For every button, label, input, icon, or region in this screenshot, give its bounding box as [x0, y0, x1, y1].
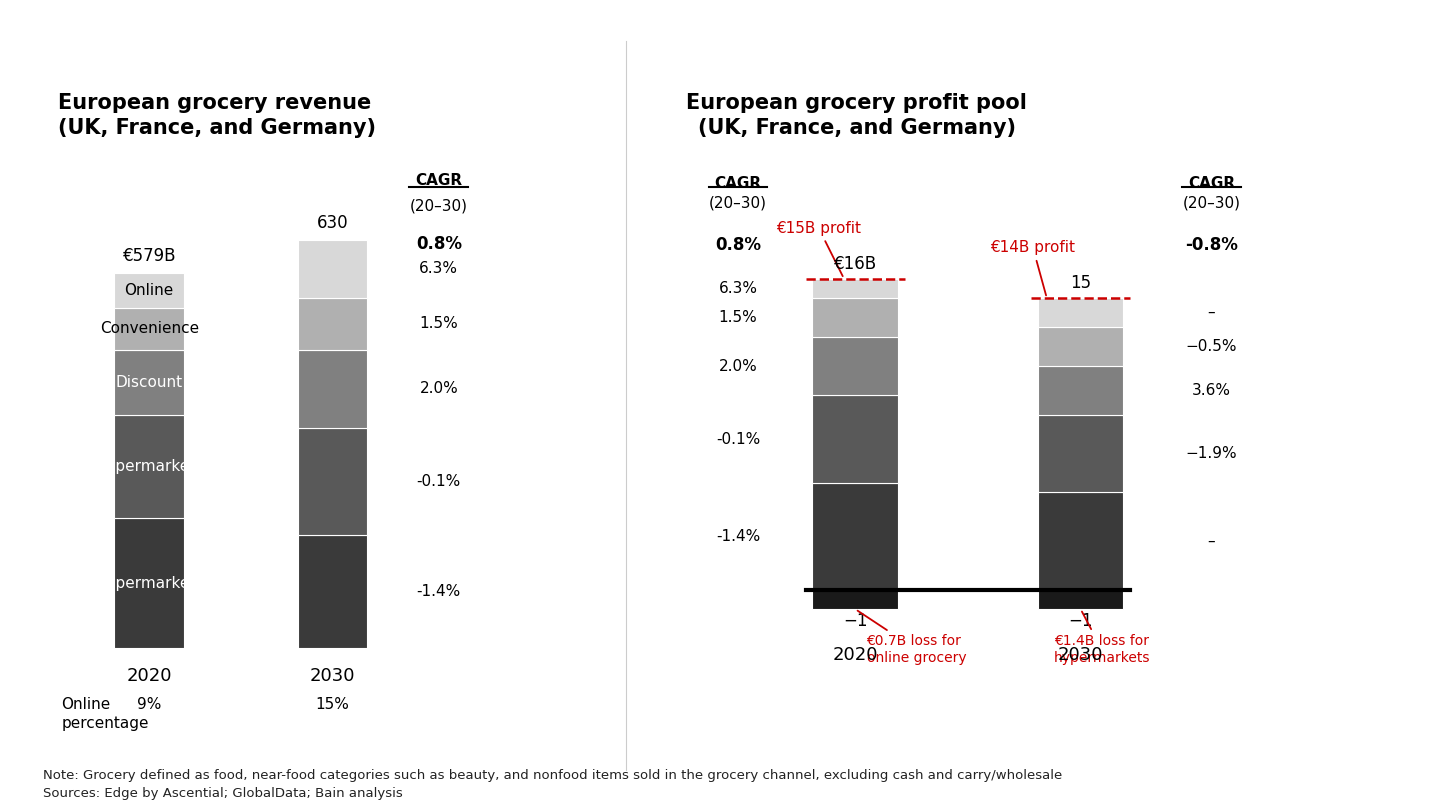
Text: −1: −1	[1068, 612, 1093, 630]
Text: CAGR: CAGR	[1188, 176, 1236, 191]
Text: €579B: €579B	[122, 247, 176, 265]
Bar	[298, 350, 367, 428]
Text: €15B profit: €15B profit	[776, 221, 861, 276]
Bar	[1038, 298, 1123, 327]
Text: Note: Grocery defined as food, near-food categories such as beauty, and nonfood : Note: Grocery defined as food, near-food…	[43, 770, 1063, 800]
Text: €0.7B loss for
online grocery: €0.7B loss for online grocery	[858, 611, 966, 664]
Text: CAGR: CAGR	[415, 173, 462, 188]
Bar	[114, 273, 184, 308]
Text: 1.5%: 1.5%	[719, 310, 757, 325]
Bar	[114, 518, 184, 648]
Text: 2.0%: 2.0%	[419, 382, 458, 396]
Text: 1.5%: 1.5%	[419, 317, 458, 331]
Text: Convenience: Convenience	[99, 322, 199, 336]
Text: European grocery revenue
(UK, France, and Germany): European grocery revenue (UK, France, an…	[58, 93, 376, 138]
Bar	[298, 298, 367, 350]
Text: European grocery profit pool
(UK, France, and Germany): European grocery profit pool (UK, France…	[687, 93, 1027, 138]
Text: 2020: 2020	[832, 646, 878, 664]
Text: 6.3%: 6.3%	[419, 262, 458, 276]
Text: 3.6%: 3.6%	[1192, 383, 1231, 398]
Text: −0.5%: −0.5%	[1185, 339, 1237, 354]
Text: Online: Online	[125, 283, 174, 298]
Text: -0.1%: -0.1%	[716, 432, 760, 446]
Text: 2.0%: 2.0%	[719, 359, 757, 373]
Text: (20–30): (20–30)	[1182, 195, 1240, 211]
Bar	[114, 350, 184, 415]
Text: €14B profit: €14B profit	[991, 241, 1076, 296]
Text: €16B: €16B	[834, 255, 877, 273]
Text: 0.8%: 0.8%	[716, 236, 760, 254]
Text: (20–30): (20–30)	[410, 198, 468, 214]
Bar	[298, 428, 367, 535]
Bar	[1038, 492, 1123, 590]
Text: −1: −1	[842, 612, 867, 630]
Bar	[298, 240, 367, 298]
Bar	[1038, 415, 1123, 492]
Bar	[298, 535, 367, 648]
Text: -1.4%: -1.4%	[716, 529, 760, 544]
Text: 2030: 2030	[310, 667, 356, 685]
Text: 6.3%: 6.3%	[719, 281, 757, 296]
Bar	[1038, 366, 1123, 415]
Text: 15: 15	[1070, 275, 1092, 292]
Text: –: –	[1208, 534, 1215, 548]
Text: -0.8%: -0.8%	[1185, 236, 1238, 254]
Bar	[114, 415, 184, 518]
Text: Discount: Discount	[115, 375, 183, 390]
Text: 2030: 2030	[1058, 646, 1103, 664]
Text: −1.9%: −1.9%	[1185, 446, 1237, 461]
Text: Supermarkets: Supermarkets	[95, 459, 203, 474]
Bar	[812, 395, 899, 483]
Text: 9%: 9%	[137, 697, 161, 712]
Text: 15%: 15%	[315, 697, 350, 712]
Text: Hypermarkets: Hypermarkets	[95, 576, 203, 590]
Text: 630: 630	[317, 214, 348, 232]
Bar	[812, 337, 899, 395]
Bar	[812, 483, 899, 590]
Bar	[812, 590, 899, 609]
Text: -1.4%: -1.4%	[416, 584, 461, 599]
Text: Online
percentage: Online percentage	[62, 697, 148, 731]
Bar	[1038, 327, 1123, 366]
Text: 0.8%: 0.8%	[416, 235, 462, 253]
Text: –: –	[1208, 305, 1215, 320]
Bar	[812, 279, 899, 298]
Text: CAGR: CAGR	[714, 176, 762, 191]
Text: 2020: 2020	[127, 667, 171, 685]
Bar	[114, 308, 184, 350]
Text: -0.1%: -0.1%	[416, 474, 461, 488]
Bar	[812, 298, 899, 337]
Text: (20–30): (20–30)	[708, 195, 768, 211]
Text: €1.4B loss for
hypermarkets: €1.4B loss for hypermarkets	[1054, 612, 1151, 664]
Bar	[1038, 590, 1123, 609]
